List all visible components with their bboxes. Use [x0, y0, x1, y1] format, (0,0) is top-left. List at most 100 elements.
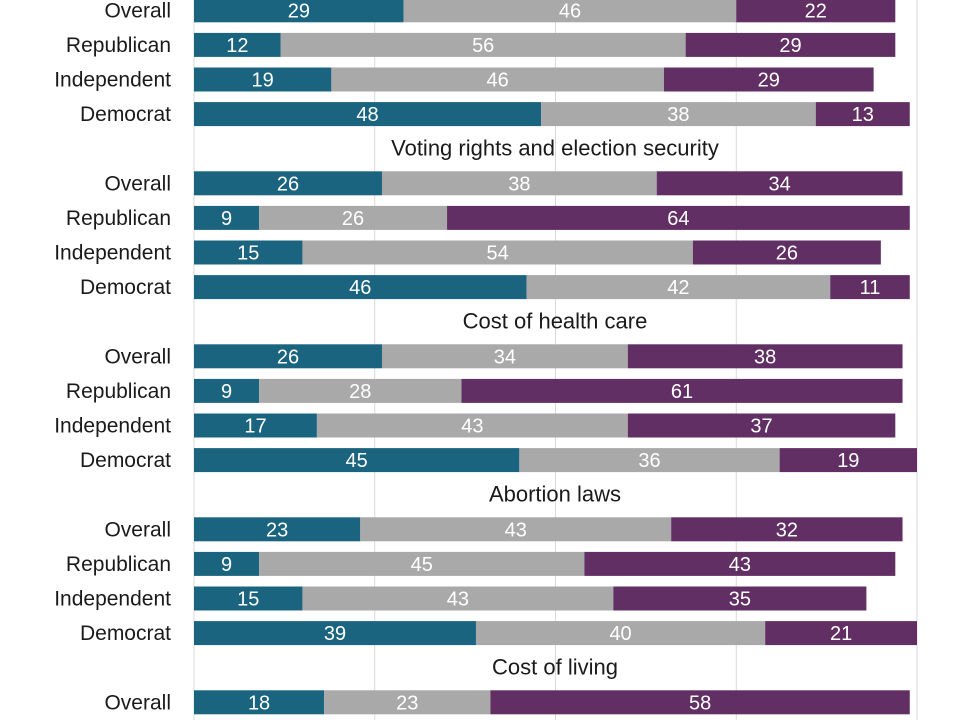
bar-segment [671, 517, 903, 542]
data-label: 23 [266, 519, 288, 541]
row-label: Democrat [80, 103, 171, 126]
bar-segment [381, 344, 628, 369]
bar-segment [324, 690, 491, 715]
group-title: Cost of health care [463, 309, 648, 334]
bar-segment [302, 240, 693, 265]
row-label: Independent [54, 242, 171, 265]
bar-segment [519, 448, 780, 473]
row-label: Independent [54, 588, 171, 611]
data-label: 45 [411, 554, 433, 576]
data-label: 9 [221, 208, 232, 230]
data-label: 46 [487, 70, 509, 92]
data-label: 54 [487, 243, 509, 265]
bar-segment [194, 621, 476, 646]
data-label: 39 [324, 623, 346, 645]
row-label: Democrat [80, 449, 171, 472]
bar-segment [584, 551, 896, 576]
bar-segment [259, 551, 585, 576]
data-label: 43 [447, 589, 469, 611]
bar-segment [475, 621, 766, 646]
bar-segment [447, 205, 910, 230]
data-label: 38 [667, 104, 689, 126]
bar-segment [381, 171, 657, 196]
bar-segment [685, 32, 896, 57]
row-label: Overall [104, 518, 171, 541]
bar-segment [331, 67, 664, 92]
data-label: 34 [494, 346, 516, 368]
data-label: 22 [805, 0, 827, 22]
bar-segment [194, 551, 260, 576]
bar-segment [194, 0, 404, 23]
data-label: 15 [237, 243, 259, 265]
data-label: 56 [472, 35, 494, 57]
data-label: 23 [396, 692, 418, 714]
bar-segment [736, 0, 896, 23]
data-label: 42 [667, 277, 689, 299]
data-label: 58 [689, 692, 711, 714]
data-label: 19 [837, 450, 859, 472]
bar-segment [316, 413, 628, 438]
data-label: 28 [349, 381, 371, 403]
data-label: 46 [559, 0, 581, 22]
data-label: 43 [461, 416, 483, 438]
bar-segment [360, 517, 672, 542]
row-label: Republican [66, 34, 171, 57]
bar-segment [194, 205, 260, 230]
data-label: 9 [221, 554, 232, 576]
bar-segment [526, 275, 831, 300]
bar-segment [194, 32, 281, 57]
bar-segment [194, 517, 361, 542]
row-label: Republican [66, 553, 171, 576]
row-label: Democrat [80, 622, 171, 645]
bar-segment [302, 586, 614, 611]
data-label: 46 [349, 277, 371, 299]
bar-segment [194, 448, 520, 473]
data-label: 43 [505, 519, 527, 541]
bar-segment [194, 344, 382, 369]
data-label: 9 [221, 381, 232, 403]
bar-segment [692, 240, 881, 265]
bar-segment [194, 586, 303, 611]
bar-segment [194, 102, 542, 127]
group-title: Abortion laws [489, 482, 621, 507]
bar-segment [194, 413, 317, 438]
data-label: 26 [342, 208, 364, 230]
bar-segment [541, 102, 816, 127]
bar-segment [765, 621, 917, 646]
bar-segment [461, 378, 903, 403]
bar-segment [830, 275, 910, 300]
row-label: Independent [54, 415, 171, 438]
data-label: 29 [288, 0, 310, 22]
bar-segment [663, 67, 874, 92]
bar-segment [259, 205, 448, 230]
data-label: 18 [248, 692, 270, 714]
bar-segment [656, 171, 903, 196]
data-label: 38 [754, 346, 776, 368]
data-label: 29 [758, 70, 780, 92]
row-label: Independent [54, 69, 171, 92]
data-label: 19 [252, 70, 274, 92]
row-label: Overall [104, 691, 171, 714]
bar-segment [194, 690, 325, 715]
bar-segment [280, 32, 686, 57]
row-label: Overall [104, 345, 171, 368]
bar-segment [403, 0, 737, 23]
data-label: 11 [860, 277, 881, 299]
data-label: 15 [237, 589, 259, 611]
data-label: 48 [356, 104, 378, 126]
data-label: 45 [346, 450, 368, 472]
data-label: 17 [244, 416, 266, 438]
bar-segment [779, 448, 917, 473]
bar-segment [815, 102, 910, 127]
group-title: Voting rights and election security [391, 136, 719, 161]
row-label: Republican [66, 207, 171, 230]
row-label: Republican [66, 380, 171, 403]
data-label: 61 [671, 381, 693, 403]
row-label: Overall [104, 0, 171, 22]
row-label: Overall [104, 172, 171, 195]
data-label: 29 [779, 35, 801, 57]
data-label: 36 [638, 450, 660, 472]
bar-segment [194, 67, 332, 92]
data-label: 21 [830, 623, 852, 645]
